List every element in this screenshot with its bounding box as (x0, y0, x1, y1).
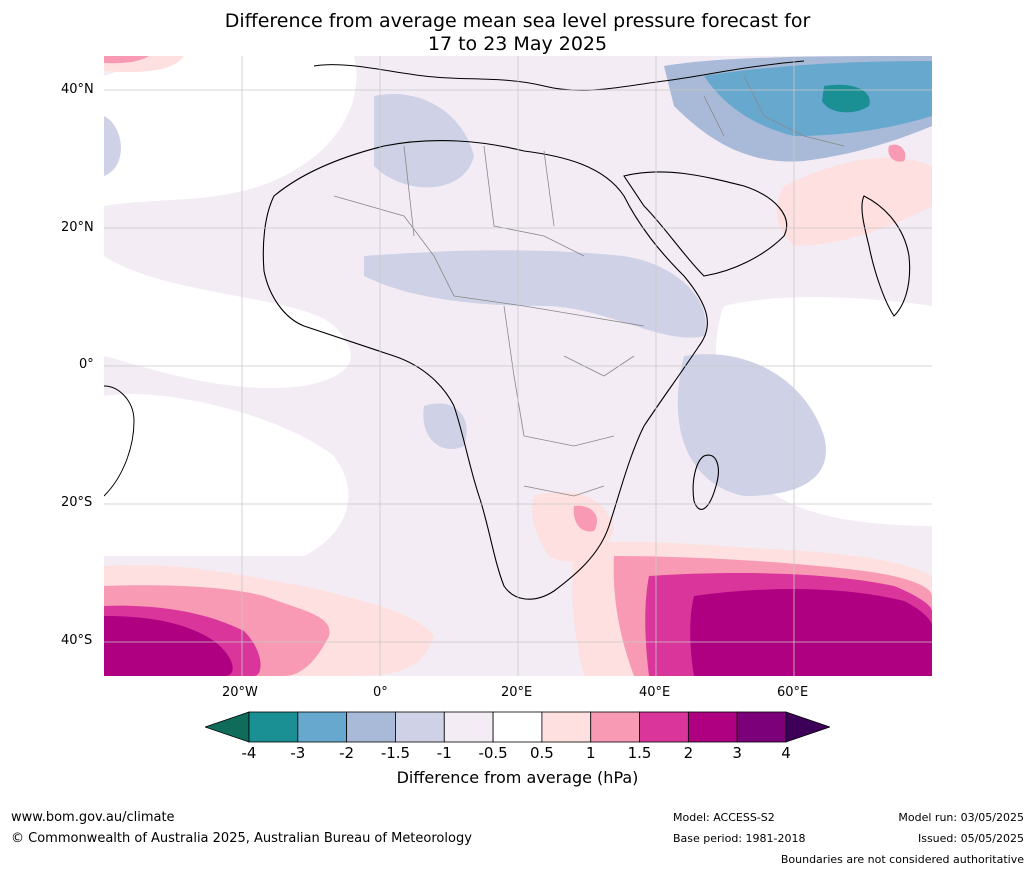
map-svg (104, 56, 932, 676)
colorbar-segment (590, 711, 640, 743)
map-title: Difference from average mean sea level p… (0, 10, 1035, 56)
colorbar-segment (639, 711, 689, 743)
country-boundaries (333, 75, 845, 497)
colorbar-svg (203, 711, 832, 743)
colorbar-tick-label: -1 (436, 744, 452, 762)
south-america-coastline (104, 385, 135, 497)
lon-label-60e: 60°E (777, 685, 809, 700)
mediterranean-coastline (313, 60, 805, 91)
lon-label-20e: 20°E (501, 685, 533, 700)
model-run-text: Model run: 03/05/2025 (898, 811, 1024, 824)
negative-anomaly-patch (364, 250, 706, 338)
lat-label-equator: 0° (79, 357, 94, 372)
positive-anomaly-india (888, 144, 906, 162)
colorbar-tick-label: 2 (683, 744, 694, 762)
colorbar-tick-label: -0.5 (478, 744, 508, 762)
lat-label-20s: 20°S (61, 495, 93, 510)
graticule (104, 56, 932, 676)
positive-anomaly-south-indian-ocean-max (690, 589, 932, 676)
lon-label-40e: 40°E (639, 685, 671, 700)
base-period-text: Base period: 1981-2018 (673, 832, 806, 845)
lat-label-40n: 40°N (61, 82, 94, 97)
model-text: Model: ACCESS-S2 (673, 811, 775, 824)
positive-anomaly-north-atlantic-core (104, 56, 149, 64)
positive-anomaly-arabian-sea (776, 157, 932, 246)
issued-text: Issued: 05/05/2025 (917, 832, 1024, 845)
colorbar-extend-high (785, 711, 832, 743)
colorbar-tick-label: 3 (732, 744, 742, 762)
website-text: www.bom.gov.au/climate (11, 810, 175, 825)
negative-anomaly-patch (677, 354, 826, 496)
colorbar-tick-label: -4 (241, 744, 257, 762)
colorbar-tick-label: 0.5 (529, 744, 554, 762)
title-line-1: Difference from average mean sea level p… (224, 10, 811, 32)
strongest-negative-anomaly-asia (822, 84, 870, 113)
colorbar-tick-label: -3 (290, 744, 306, 762)
colorbar-segment (248, 711, 299, 743)
colorbar-segment (492, 711, 543, 743)
colorbar-segment (297, 711, 348, 743)
strong-negative-anomaly-asia (704, 61, 932, 136)
lat-label-20n: 20°N (61, 220, 94, 235)
title-line-2: 17 to 23 May 2025 (427, 33, 608, 55)
arabia-coastline (623, 171, 788, 277)
near-normal-region-south-atlantic (104, 394, 349, 556)
pressure-anomaly-map (104, 56, 932, 676)
positive-anomaly-southern-africa-core (573, 505, 598, 532)
colorbar-extend-low (203, 711, 250, 743)
copyright-text: © Commonwealth of Australia 2025, Austra… (11, 831, 472, 846)
colorbar-segment (736, 711, 787, 743)
colorbar-label: Difference from average (hPa) (396, 768, 639, 787)
madagascar-coastline (692, 454, 719, 510)
colorbar-segment (346, 711, 396, 743)
colorbar-segment (395, 711, 445, 743)
colorbar-tick-label: 4 (781, 744, 791, 762)
colorbar-tick-label: 1 (585, 744, 596, 762)
colorbar-segment (443, 711, 494, 743)
colorbar-tick-label: 1.5 (627, 744, 652, 762)
near-normal-region-tropical-atlantic (104, 256, 351, 389)
lat-label-40s: 40°S (61, 633, 93, 648)
colorbar-tick-label: -1.5 (380, 744, 411, 762)
colorbar-segment (541, 711, 592, 743)
colorbar-tick-label: -2 (339, 744, 355, 762)
boundaries-disclaimer: Boundaries are not considered authoritat… (780, 853, 1024, 866)
africa-coastline (262, 140, 708, 600)
negative-anomaly-patch (423, 403, 467, 450)
india-coastline (861, 195, 911, 317)
positive-anomaly-south-atlantic-ocean-max (104, 616, 233, 676)
lon-label-20w: 20°W (222, 685, 258, 700)
lon-label-0: 0° (373, 685, 388, 700)
near-normal-region-north-atlantic (104, 56, 357, 206)
colorbar (203, 711, 832, 747)
negative-anomaly-patch (104, 116, 121, 176)
colorbar-segment (687, 711, 738, 743)
